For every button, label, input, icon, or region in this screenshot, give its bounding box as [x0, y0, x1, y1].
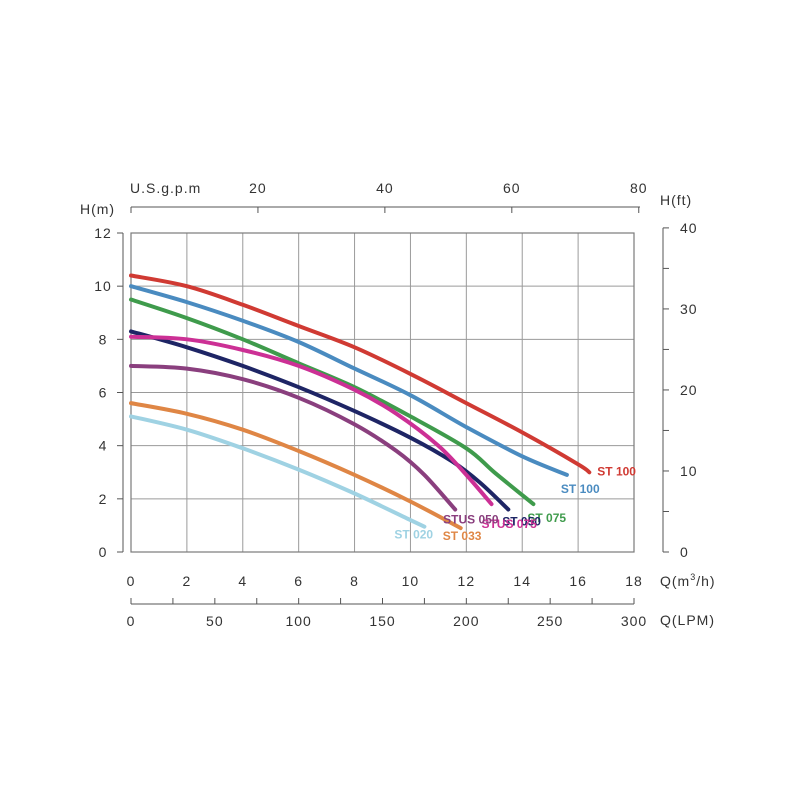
series-line-st-033: [129, 401, 463, 531]
x-tick-label: 0: [127, 573, 136, 589]
top-axis-label: U.S.g.p.m: [130, 180, 201, 196]
series-label: ST 050: [502, 514, 541, 528]
series-line-st-075: [129, 297, 536, 507]
axes: [117, 206, 669, 605]
y-tick-label: 8: [99, 331, 108, 347]
series-label: ST 075: [527, 511, 566, 525]
grid: [130, 232, 635, 553]
series-line-st-100: [129, 284, 569, 477]
x-tick-label: 6: [294, 573, 303, 589]
x-tick-label: 2: [182, 573, 191, 589]
x-axis-label-sup: 3: [690, 572, 696, 582]
x-tick-label: 16: [569, 573, 587, 589]
bottom2-tick-label: 100: [285, 613, 311, 629]
series-line-st-050: [129, 329, 511, 512]
series: [129, 273, 592, 531]
top-tick-label: 80: [630, 180, 648, 196]
x-axis-label-base: Q(m: [660, 573, 690, 589]
bottom2-tick-label: 200: [453, 613, 479, 629]
series-label: ST 033: [443, 529, 482, 543]
x-tick-label: 18: [625, 573, 643, 589]
x-axis-label-tail: /h): [696, 573, 715, 589]
bottom2-tick-label: 0: [127, 613, 136, 629]
series-label: STUS 075: [481, 517, 537, 531]
series-line-stus-050: [129, 363, 458, 512]
right-tick-label: 20: [680, 382, 698, 398]
y-tick-label: 6: [99, 385, 108, 401]
bottom2-tick-label: 150: [369, 613, 395, 629]
x-tick-label: 4: [238, 573, 247, 589]
series-line-st-020: [129, 414, 427, 529]
bottom2-tick-label: 300: [621, 613, 647, 629]
x-tick-label: 8: [350, 573, 359, 589]
right-tick-label: 10: [680, 463, 698, 479]
series-line-stus-075: [129, 334, 494, 507]
series-label: STUS 050: [443, 512, 499, 526]
top-tick-label: 60: [503, 180, 521, 196]
x-tick-label: 14: [513, 573, 531, 589]
x-axis-label: Q(m3/h): [660, 572, 716, 589]
y-axis-label: H(m): [80, 201, 115, 217]
y-tick-label: 0: [99, 544, 108, 560]
right-tick-label: 0: [680, 544, 689, 560]
y-tick-label: 10: [94, 278, 112, 294]
series-label: ST 020: [394, 528, 433, 542]
y-tick-label: 2: [99, 491, 108, 507]
top-tick-label: 40: [376, 180, 394, 196]
bottom2-axis-label: Q(LPM): [660, 612, 715, 628]
y-tick-label: 12: [94, 225, 112, 241]
series-label: ST 100: [561, 482, 600, 496]
plot-frame: [130, 232, 635, 553]
right-tick-label: 30: [680, 301, 698, 317]
right-axis-label: H(ft): [660, 192, 692, 208]
bottom2-tick-label: 250: [537, 613, 563, 629]
right-tick-label: 40: [680, 220, 698, 236]
x-tick-label: 12: [458, 573, 476, 589]
y-tick-label: 4: [99, 438, 108, 454]
series-line-st-100: [129, 273, 592, 475]
bottom2-tick-label: 50: [206, 613, 224, 629]
top-tick-label: 20: [249, 180, 267, 196]
x-tick-label: 10: [402, 573, 420, 589]
series-label: ST 100: [597, 464, 636, 478]
